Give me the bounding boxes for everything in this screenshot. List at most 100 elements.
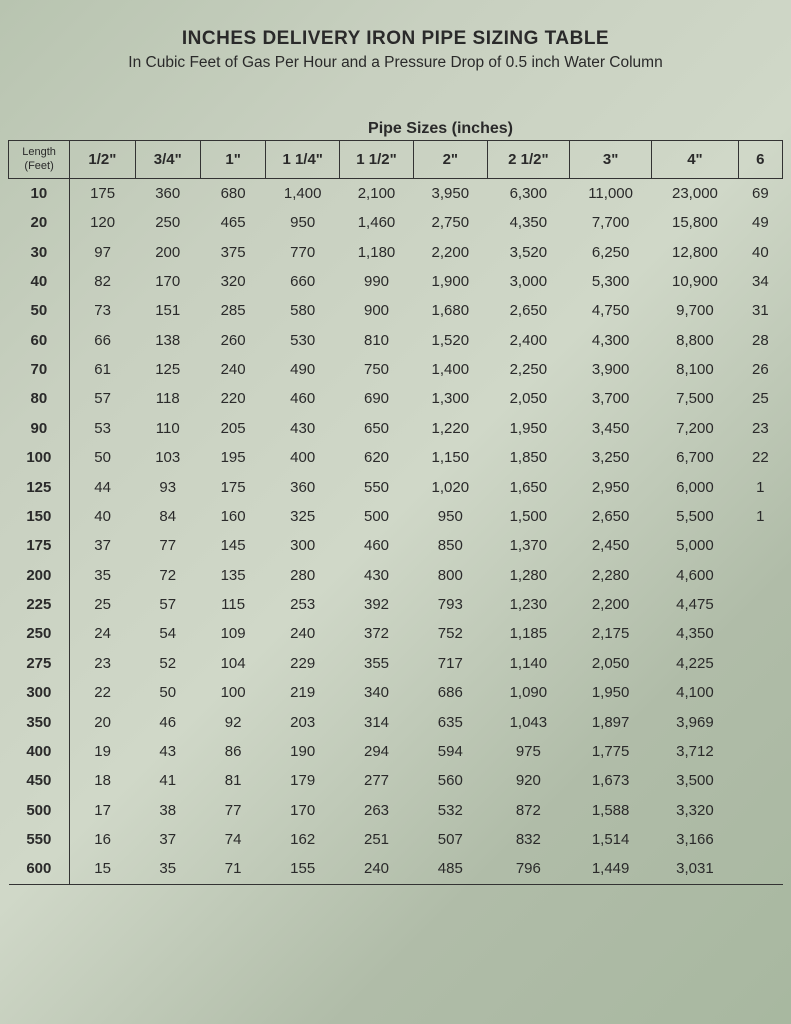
cell: 4,750 xyxy=(569,296,651,325)
cell: 490 xyxy=(266,355,340,384)
cell: 253 xyxy=(266,590,340,619)
cell: 3,450 xyxy=(569,414,651,443)
cell: 179 xyxy=(266,766,340,795)
row-length: 125 xyxy=(9,472,70,501)
cell: 277 xyxy=(340,766,414,795)
cell: 1,280 xyxy=(487,560,569,589)
cell: 3,969 xyxy=(652,707,738,736)
cell: 2,650 xyxy=(487,296,569,325)
cell: 650 xyxy=(340,414,414,443)
cell: 135 xyxy=(200,560,265,589)
cell xyxy=(738,766,782,795)
row-length: 600 xyxy=(9,854,70,884)
table-row: 25024541092403727521,1852,1754,350 xyxy=(9,619,783,648)
row-length: 200 xyxy=(9,560,70,589)
cell: 3,031 xyxy=(652,854,738,884)
cell: 1,673 xyxy=(569,766,651,795)
cell xyxy=(738,825,782,854)
cell: 1,220 xyxy=(413,414,487,443)
cell: 392 xyxy=(340,590,414,619)
cell: 69 xyxy=(738,178,782,208)
cell: 360 xyxy=(266,472,340,501)
cell: 26 xyxy=(738,355,782,384)
cell: 1,588 xyxy=(569,795,651,824)
cell: 1,950 xyxy=(569,678,651,707)
cell: 2,200 xyxy=(413,237,487,266)
cell: 16 xyxy=(70,825,135,854)
row-length: 10 xyxy=(9,178,70,208)
cell: 7,700 xyxy=(569,208,651,237)
col-header: 3/4" xyxy=(135,141,200,179)
cell: 22 xyxy=(738,443,782,472)
row-length: 225 xyxy=(9,590,70,619)
cell: 1,370 xyxy=(487,531,569,560)
cell: 1,950 xyxy=(487,414,569,443)
cell: 340 xyxy=(340,678,414,707)
table-row: 6001535711552404857961,4493,031 xyxy=(9,854,783,884)
cell: 1,230 xyxy=(487,590,569,619)
row-length: 100 xyxy=(9,443,70,472)
cell: 81 xyxy=(200,766,265,795)
table-super-header: Pipe Sizes (inches) xyxy=(98,120,783,138)
row-length: 80 xyxy=(9,384,70,413)
row-length: 90 xyxy=(9,414,70,443)
col-header: 1/2" xyxy=(70,141,135,179)
row-length: 30 xyxy=(9,237,70,266)
cell: 770 xyxy=(266,237,340,266)
cell: 203 xyxy=(266,707,340,736)
cell: 1,400 xyxy=(266,178,340,208)
table-row: 20035721352804308001,2802,2804,600 xyxy=(9,560,783,589)
table-row: 4501841811792775609201,6733,500 xyxy=(9,766,783,795)
cell: 2,450 xyxy=(569,531,651,560)
cell: 50 xyxy=(135,678,200,707)
cell: 23,000 xyxy=(652,178,738,208)
cell: 532 xyxy=(413,795,487,824)
cell: 100 xyxy=(200,678,265,707)
cell: 125 xyxy=(135,355,200,384)
cell: 465 xyxy=(200,208,265,237)
cell: 3,700 xyxy=(569,384,651,413)
cell: 72 xyxy=(135,560,200,589)
cell: 34 xyxy=(738,267,782,296)
cell: 314 xyxy=(340,707,414,736)
cell: 2,250 xyxy=(487,355,569,384)
cell: 118 xyxy=(135,384,200,413)
cell: 850 xyxy=(413,531,487,560)
cell: 82 xyxy=(70,267,135,296)
cell: 37 xyxy=(135,825,200,854)
table-row: 100501031954006201,1501,8503,2506,70022 xyxy=(9,443,783,472)
cell: 400 xyxy=(266,443,340,472)
table-row: 3502046922033146351,0431,8973,969 xyxy=(9,707,783,736)
cell: 86 xyxy=(200,737,265,766)
cell: 23 xyxy=(738,414,782,443)
cell xyxy=(738,560,782,589)
cell: 752 xyxy=(413,619,487,648)
cell: 1,043 xyxy=(487,707,569,736)
cell: 800 xyxy=(413,560,487,589)
cell: 71 xyxy=(200,854,265,884)
cell: 1,850 xyxy=(487,443,569,472)
col-header: 4" xyxy=(652,141,738,179)
cell: 40 xyxy=(70,502,135,531)
cell: 5,000 xyxy=(652,531,738,560)
cell: 23 xyxy=(70,649,135,678)
cell: 950 xyxy=(266,208,340,237)
cell xyxy=(738,737,782,766)
col-header: 6 xyxy=(738,141,782,179)
cell: 3,712 xyxy=(652,737,738,766)
cell: 12,800 xyxy=(652,237,738,266)
cell: 594 xyxy=(413,737,487,766)
cell: 138 xyxy=(135,325,200,354)
cell: 3,166 xyxy=(652,825,738,854)
cell: 285 xyxy=(200,296,265,325)
cell: 3,320 xyxy=(652,795,738,824)
table-row: 17537771453004608501,3702,4505,000 xyxy=(9,531,783,560)
row-length: 50 xyxy=(9,296,70,325)
cell: 793 xyxy=(413,590,487,619)
cell: 73 xyxy=(70,296,135,325)
cell: 372 xyxy=(340,619,414,648)
cell: 635 xyxy=(413,707,487,736)
row-length: 500 xyxy=(9,795,70,824)
row-length: 550 xyxy=(9,825,70,854)
cell: 57 xyxy=(70,384,135,413)
